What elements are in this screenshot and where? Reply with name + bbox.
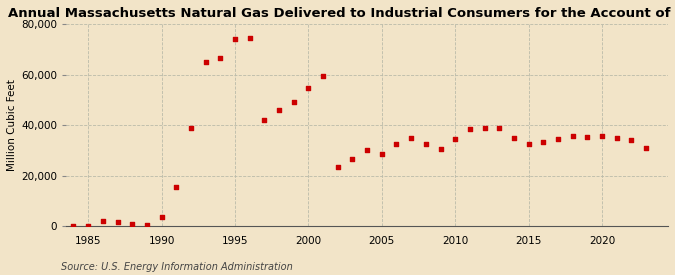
Point xyxy=(244,35,255,40)
Point xyxy=(200,60,211,64)
Point xyxy=(391,142,402,146)
Point xyxy=(83,224,94,228)
Point xyxy=(215,56,225,60)
Point xyxy=(612,136,622,141)
Point xyxy=(406,136,416,141)
Point xyxy=(567,134,578,139)
Point xyxy=(186,125,196,130)
Point xyxy=(377,152,387,156)
Point xyxy=(332,165,343,169)
Point xyxy=(288,100,299,104)
Point xyxy=(479,126,490,131)
Point xyxy=(464,127,475,131)
Title: Annual Massachusetts Natural Gas Delivered to Industrial Consumers for the Accou: Annual Massachusetts Natural Gas Deliver… xyxy=(8,7,675,20)
Text: Source: U.S. Energy Information Administration: Source: U.S. Energy Information Administ… xyxy=(61,262,292,271)
Point xyxy=(68,224,79,228)
Point xyxy=(171,185,182,189)
Y-axis label: Million Cubic Feet: Million Cubic Feet xyxy=(7,79,17,171)
Point xyxy=(626,138,637,142)
Point xyxy=(523,142,534,146)
Point xyxy=(347,156,358,161)
Point xyxy=(553,137,564,141)
Point xyxy=(494,125,505,130)
Point xyxy=(450,136,460,141)
Point xyxy=(127,222,138,226)
Point xyxy=(142,222,153,227)
Point xyxy=(318,74,329,78)
Point xyxy=(273,108,284,112)
Point xyxy=(259,118,270,122)
Point xyxy=(582,135,593,139)
Point xyxy=(112,219,123,224)
Point xyxy=(508,136,519,140)
Point xyxy=(362,148,373,152)
Point xyxy=(538,139,549,144)
Point xyxy=(303,86,314,91)
Point xyxy=(97,219,108,223)
Point xyxy=(435,147,446,151)
Point xyxy=(641,146,651,150)
Point xyxy=(156,214,167,219)
Point xyxy=(421,142,431,146)
Point xyxy=(230,37,240,41)
Point xyxy=(597,134,608,138)
